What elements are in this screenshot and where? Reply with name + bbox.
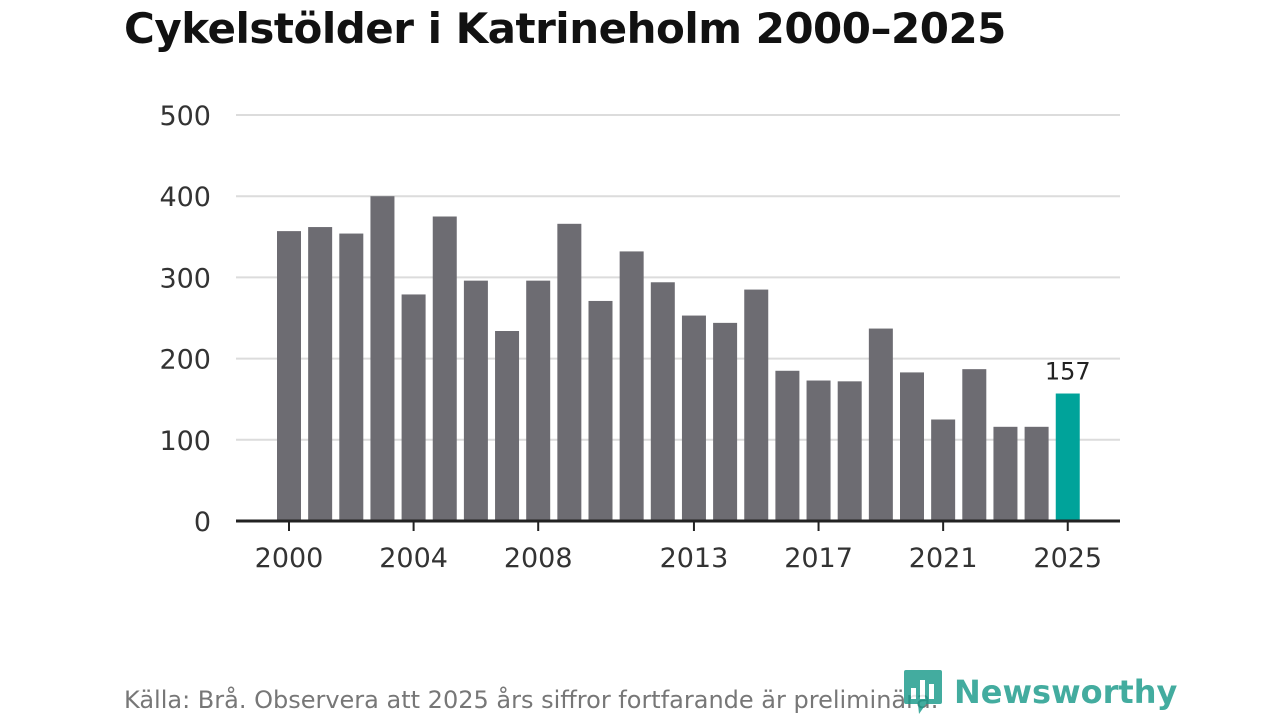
bar: [588, 300, 613, 521]
bar: [495, 330, 520, 521]
bar-highlight: [1055, 393, 1080, 521]
bar: [868, 328, 893, 521]
bar: [681, 315, 706, 521]
bar: [713, 322, 738, 521]
chart-title: Cykelstölder i Katrineholm 2000–2025: [124, 4, 1006, 53]
y-tick-label: 500: [159, 101, 211, 132]
source-note: Källa: Brå. Observera att 2025 års siffr…: [124, 686, 939, 714]
bar: [432, 216, 457, 521]
x-tick-label: 2008: [504, 543, 573, 574]
bar: [962, 369, 987, 521]
y-axis-ticks: 0 100 200 300 400 500: [159, 101, 211, 538]
x-tick-label: 2017: [784, 543, 853, 574]
y-tick-label: 400: [159, 182, 211, 213]
bar: [277, 231, 301, 521]
bars: [277, 196, 1080, 522]
y-tick-label: 0: [194, 507, 211, 538]
y-tick-label: 100: [159, 426, 211, 457]
bar: [650, 282, 675, 521]
bar: [339, 233, 364, 521]
bar: [744, 289, 769, 521]
bar: [900, 372, 924, 521]
bar: [463, 280, 488, 521]
bar: [1024, 426, 1049, 521]
brand-name: Newsworthy: [954, 673, 1178, 711]
bar: [993, 426, 1018, 521]
x-axis: 2000 2004 2008 2013 2017 2021 2025: [236, 519, 1120, 574]
x-tick-label: 2000: [255, 543, 324, 574]
data-labels: 157: [1045, 358, 1091, 386]
bar: [401, 294, 426, 521]
bar: [370, 196, 395, 521]
data-label: 157: [1045, 358, 1091, 386]
brand-logo: Newsworthy: [902, 668, 1177, 716]
x-tick-label: 2021: [909, 543, 978, 574]
bar: [619, 251, 644, 521]
bar: [775, 370, 800, 521]
bar: [837, 381, 862, 521]
bar: [557, 223, 582, 522]
y-tick-label: 200: [159, 345, 211, 376]
bar: [308, 227, 333, 521]
bar: [526, 280, 551, 521]
gridlines: [236, 114, 1120, 441]
newsworthy-logo-icon: [904, 670, 942, 714]
y-tick-label: 300: [159, 263, 211, 294]
x-tick-label: 2013: [660, 543, 729, 574]
x-tick-label: 2025: [1033, 543, 1102, 574]
bar: [931, 419, 956, 521]
bar: [806, 380, 831, 521]
x-tick-label: 2004: [379, 543, 448, 574]
